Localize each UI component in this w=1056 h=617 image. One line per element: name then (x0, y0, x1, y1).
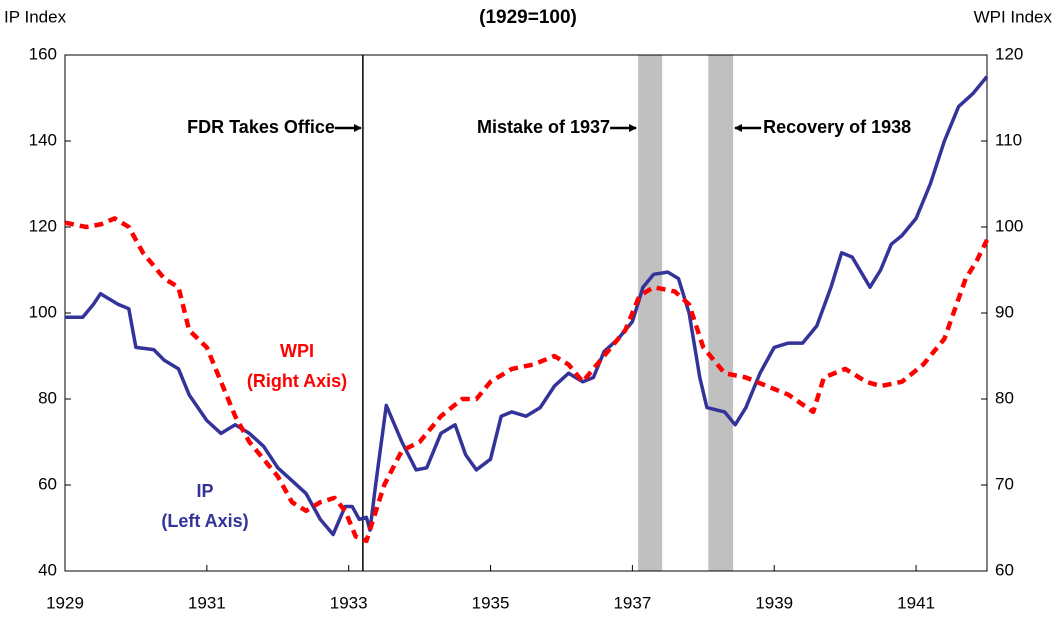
y2-tick-label: 70 (995, 474, 1014, 493)
x-tick-label: 1933 (330, 593, 368, 612)
y2-tick-label: 60 (995, 560, 1014, 579)
y-tick-label: 140 (29, 130, 57, 149)
y2-tick-label: 120 (995, 44, 1023, 63)
series-line (64, 216, 990, 544)
x-tick-label: 1931 (188, 593, 226, 612)
series-axis-note: (Left Axis) (161, 511, 248, 531)
y2-tick-label: 90 (995, 302, 1014, 321)
x-tick-label: 1939 (755, 593, 793, 612)
annotation: Recovery of 1938 (763, 117, 911, 137)
y-tick-label: 100 (29, 302, 57, 321)
y2-tick-label: 110 (995, 130, 1022, 149)
plot-area: 40 60 80 100 120 140 160 60 70 80 90 100 110 120 1929 1… (29, 44, 1024, 612)
x-tick-label: 1937 (613, 593, 651, 612)
shaded-period (708, 55, 734, 571)
x-tick-label: 1941 (897, 593, 935, 612)
y-tick-label: 160 (29, 44, 57, 63)
y-tick-label: 80 (38, 388, 57, 407)
x-tick-label: 1935 (472, 593, 510, 612)
series-label: IP (196, 481, 213, 501)
y-axis-label: IP Index (4, 7, 67, 26)
annotation: Mistake of 1937 (477, 117, 610, 137)
series-label: WPI (280, 341, 314, 361)
x-tick-label: 1929 (46, 593, 84, 612)
y-tick-label: 40 (38, 560, 57, 579)
y-tick-label: 120 (29, 216, 57, 235)
shaded-period (638, 55, 663, 571)
annotation: FDR Takes Office (187, 117, 335, 137)
series-axis-note: (Right Axis) (247, 371, 347, 391)
y2-tick-label: 80 (995, 388, 1014, 407)
y2-axis-label: WPI Index (974, 7, 1053, 26)
y-tick-label: 60 (38, 474, 57, 493)
y2-tick-label: 100 (995, 216, 1023, 235)
series-line (65, 75, 989, 537)
chart-title: (1929=100) (479, 7, 577, 28)
